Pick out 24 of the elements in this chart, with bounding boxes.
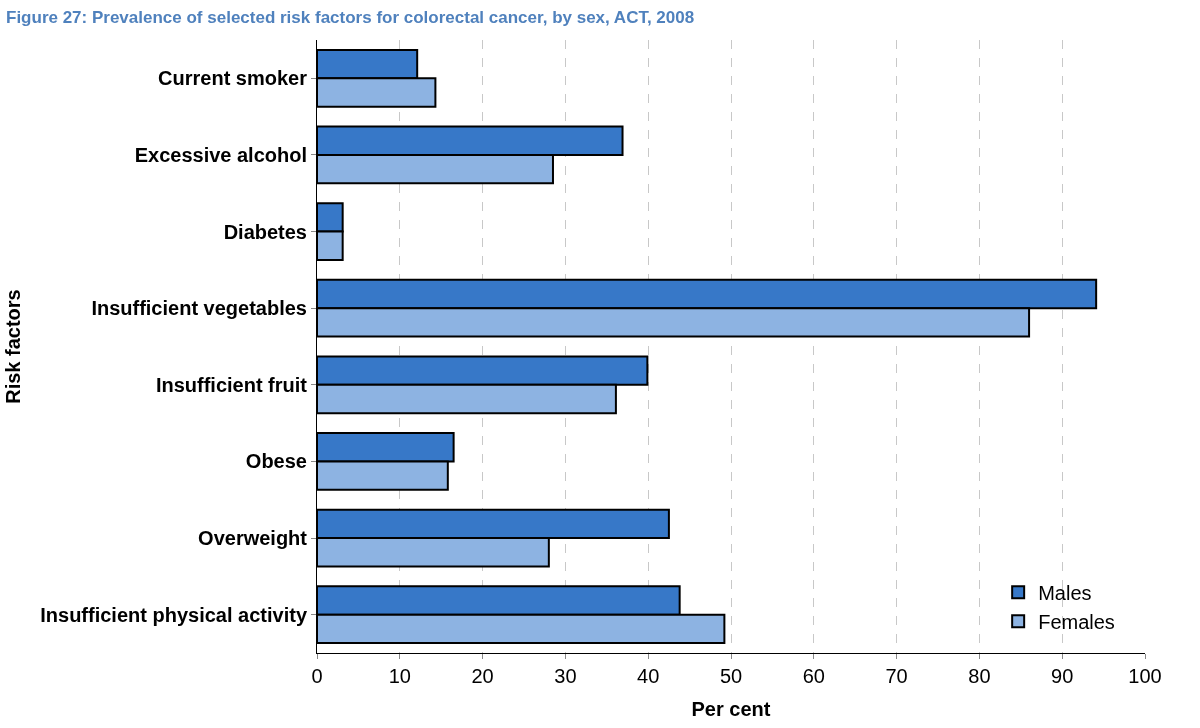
y-tick-label: Overweight xyxy=(198,527,308,550)
x-axis-title: Per cent xyxy=(691,697,771,720)
y-tick-label: Current smoker xyxy=(158,67,308,90)
x-tick-label: 90 xyxy=(1051,665,1074,687)
y-tick-label: Insufficient fruit xyxy=(155,373,308,396)
y-axis-title: Risk factors xyxy=(1,289,24,404)
x-tick-label: 10 xyxy=(388,665,411,687)
y-tick-label: Insufficient physical activity xyxy=(40,603,308,626)
x-tick-label: 80 xyxy=(968,665,991,687)
x-tick-label: 40 xyxy=(637,665,660,687)
x-tick-label: 70 xyxy=(885,665,908,687)
x-tick-label: 20 xyxy=(471,665,494,687)
legend-label: Females xyxy=(1038,611,1115,634)
y-tick-label: Obese xyxy=(245,450,307,473)
y-tick-label: Diabetes xyxy=(223,220,307,243)
x-tick-label: 60 xyxy=(802,665,825,687)
y-tick-label: Insufficient vegetables xyxy=(91,297,307,320)
x-tick-label: 100 xyxy=(1128,665,1162,687)
y-tick-label: Excessive alcohol xyxy=(134,143,307,166)
x-tick-label: 0 xyxy=(311,665,323,687)
legend-label: Males xyxy=(1038,582,1092,605)
x-tick-label: 30 xyxy=(554,665,577,687)
x-tick-label: 50 xyxy=(719,665,743,687)
chart-title: Figure 27: Prevalence of selected risk factors for colorectal cancer, by sex, ACT, 2008 xyxy=(6,7,695,27)
